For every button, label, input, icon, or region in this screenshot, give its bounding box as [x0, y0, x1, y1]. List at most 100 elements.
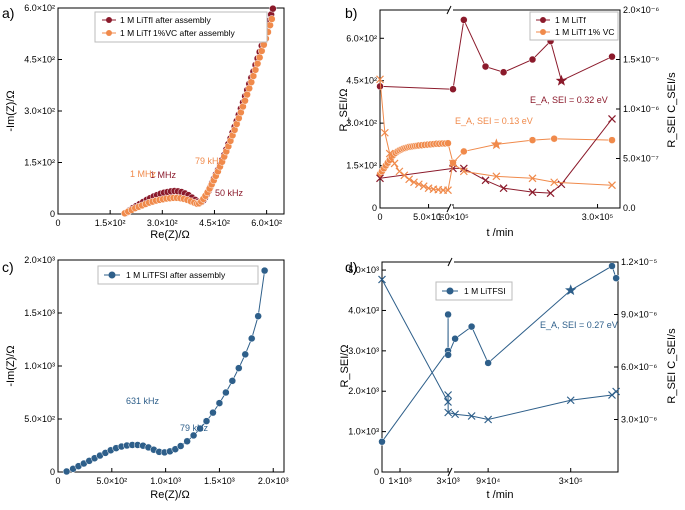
panel-label-c: c) — [2, 259, 14, 275]
series-line — [124, 18, 273, 214]
y2tick-label: 5.0×10⁻⁷ — [623, 154, 659, 164]
xtick-label: 1.5×10³ — [204, 476, 235, 486]
annotation-c-631khz: 631 kHz — [126, 396, 160, 406]
annotation-a-79khz: 79 kHz — [195, 156, 224, 166]
data-point — [608, 262, 616, 270]
ytick-label: 3.0×10³ — [348, 346, 379, 356]
annotation-b-ea-2: E_A, SEI = 0.13 eV — [455, 116, 533, 126]
data-point — [444, 139, 452, 147]
annotation-b-ea-1: E_A, SEI = 0.32 eV — [530, 95, 608, 105]
data-point — [608, 52, 616, 61]
data-point — [481, 176, 490, 185]
star-marker — [555, 74, 568, 86]
legend-label-d-1: 1 M LiTFSI — [464, 286, 506, 296]
ytick-label: 6.0×10² — [24, 3, 55, 13]
y2tick-label: 1.2×10⁻⁵ — [621, 257, 658, 267]
data-point — [228, 377, 237, 385]
data-point — [183, 437, 191, 446]
data-point — [266, 21, 274, 29]
ytick-label: 0 — [50, 467, 55, 477]
data-point — [467, 412, 476, 420]
data-point — [378, 437, 386, 446]
annotation-d-ea: E_A, SEI = 0.27 eV — [540, 320, 618, 330]
ytick-label: 1.5×10² — [346, 161, 377, 171]
legend-a — [94, 11, 268, 43]
xtick-label: 4.5×10² — [199, 218, 230, 228]
data-point — [608, 136, 616, 144]
legend-label-a-1: 1 M LiTfI after assembly — [120, 15, 211, 25]
data-point — [196, 424, 204, 433]
star-marker — [490, 138, 503, 150]
xtick-label: 3.0×10⁵ — [582, 212, 614, 222]
panel-label-a: a) — [2, 5, 14, 21]
data-point — [467, 322, 476, 331]
axis-break-gap-top — [450, 260, 454, 264]
data-point — [444, 351, 452, 359]
annotation-c-79khz: 79 kHz — [180, 423, 209, 433]
data-point — [255, 53, 264, 62]
y2tick-label: 3.0×10⁻⁶ — [621, 415, 658, 425]
xtick-label: 5.0×10² — [96, 476, 127, 486]
data-point — [376, 75, 384, 84]
xtick-label: 0 — [377, 212, 382, 222]
ylabel-c: -Im(Z)/Ω — [5, 345, 17, 386]
y2tick-label: 0.0 — [623, 203, 636, 213]
axis-break-mark-top — [447, 257, 453, 267]
axis-break-gap-bottom — [450, 470, 454, 474]
data-point — [410, 178, 418, 187]
ytick-label: 1.5×10² — [24, 158, 55, 168]
data-point — [528, 174, 537, 183]
star-marker — [565, 284, 577, 296]
ytick-label: 3.0×10² — [24, 106, 55, 116]
data-point — [247, 334, 256, 343]
data-point — [460, 16, 468, 24]
ytick-label: 3.0×10² — [346, 118, 377, 128]
ytick-label: 4.5×10² — [24, 55, 55, 65]
ytick-label: 5.0×10³ — [348, 265, 379, 275]
data-point — [176, 442, 185, 450]
ytick-label: 1.0×10³ — [348, 427, 379, 437]
data-point — [268, 15, 276, 23]
data-point — [557, 180, 566, 189]
xtick-label: 1×10³ — [388, 476, 411, 486]
data-point — [390, 159, 399, 168]
data-point — [376, 174, 384, 183]
data-point — [550, 134, 558, 143]
data-point — [414, 180, 423, 189]
ylabel-b: R_SEI/Ω — [338, 88, 350, 131]
y2tick-label: 1.5×10⁻⁶ — [623, 55, 660, 65]
ytick-label: 2.0×10³ — [348, 386, 379, 396]
legend-d — [435, 281, 513, 301]
series-line — [381, 279, 617, 421]
y2tick-label: 9.0×10⁻⁶ — [621, 310, 658, 320]
axis-break-gap-bottom — [449, 206, 453, 210]
legend-label-c-1: 1 M LiTFSI after assembly — [126, 270, 226, 280]
xlabel-b: t /min — [487, 227, 514, 239]
panel-label-b: b) — [345, 5, 357, 21]
data-point — [444, 310, 452, 319]
data-point — [202, 417, 211, 425]
panel-d: d) 0 1×10³ 3×10³ 9×10⁴ 3×10⁵ 0 1.0×10³ 2.0×10³ 3… — [339, 257, 678, 501]
data-point — [378, 275, 386, 284]
ytick-label: 0 — [372, 203, 377, 213]
data-point — [499, 184, 508, 193]
axis-break-mark-bottom — [446, 203, 452, 213]
xlabel-c: Re(Z)/Ω — [150, 489, 189, 501]
data-point — [400, 171, 409, 180]
panel-a: a) 0 1.5×10² 3.0×10² 4.5×10² 6.0×10² 0 1.5×10²… — [2, 3, 285, 241]
xtick-label: 3×10³ — [436, 476, 459, 486]
data-point — [444, 391, 453, 399]
data-point — [528, 136, 537, 144]
series-line — [381, 265, 617, 443]
ytick-label: 6.0×10² — [346, 33, 377, 43]
xtick-label: 0 — [55, 476, 60, 486]
data-point — [62, 467, 71, 476]
data-point — [484, 415, 493, 424]
data-point — [419, 182, 428, 191]
data-point — [444, 408, 453, 417]
xtick-label: 0 — [379, 476, 384, 486]
data-point — [481, 62, 490, 71]
annotation-a-1mhz-2: 1 MHz — [130, 169, 157, 179]
data-point — [395, 167, 404, 176]
